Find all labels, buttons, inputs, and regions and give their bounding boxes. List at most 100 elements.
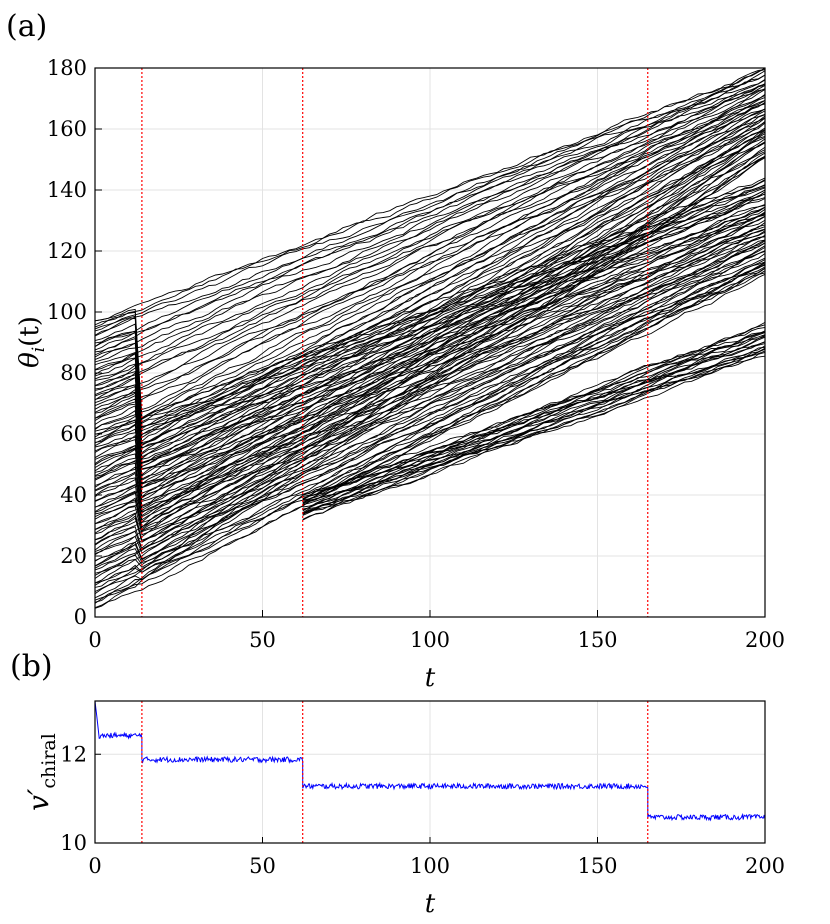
panel-a-trajectory	[94, 267, 766, 588]
panel-a-label: (a)	[6, 9, 47, 44]
panel-a-trajectory	[94, 89, 766, 397]
panel-a-trajectory	[94, 100, 766, 421]
panel-a-trajectory	[94, 121, 766, 502]
panel-a-trajectory	[94, 239, 766, 528]
panel-a-trajectory	[94, 198, 766, 450]
panel-a-trajectory	[94, 261, 766, 562]
panel-a-trajectory	[302, 322, 766, 495]
panel-a-trajectory	[94, 215, 766, 484]
panel-a-ylabel-main: θ	[15, 352, 45, 368]
panel-a-trajectories	[94, 67, 766, 609]
panel-a-ylabel-sub: i	[29, 347, 49, 352]
panel-b-series-line	[94, 700, 766, 822]
panel-a-ytick-label: 20	[60, 544, 87, 568]
panel-a-trajectory	[94, 228, 766, 507]
panel-a-trajectory	[94, 138, 766, 551]
panel-a-trajectory	[94, 69, 766, 332]
panel-a-trajectory	[94, 99, 766, 413]
panel-a-ytick-label: 0	[74, 605, 87, 629]
panel-b-ylabel: v′chiral	[22, 733, 60, 811]
panel-a-trajectory	[94, 110, 766, 472]
panel-b-ytick-label: 10	[60, 831, 87, 855]
panel-b-xtick-label: 0	[88, 854, 101, 878]
panel-a-trajectory	[94, 142, 766, 567]
panel-b-ylabel-sub: chiral	[38, 733, 60, 788]
panel-a-trajectory	[94, 214, 766, 480]
panel-a-xtick-label: 150	[577, 628, 617, 652]
panel-b-series	[94, 700, 766, 822]
panel-a-trajectory	[94, 189, 766, 446]
panel-a-trajectory	[94, 213, 766, 470]
panel-a-ytick-label: 100	[47, 300, 87, 324]
panel-a-transition-lines	[141, 68, 649, 617]
panel-a-xtick-label: 200	[745, 628, 785, 652]
panel-b-ylabel-main: v′	[22, 788, 55, 811]
panel-a-trajectory	[94, 141, 766, 556]
panel-a-trajectory	[94, 122, 766, 496]
panel-a-ytick-label: 60	[60, 422, 87, 446]
panel-a-trajectory	[94, 191, 766, 439]
panel-a-ytick-label: 160	[47, 117, 87, 141]
panel-b-xtick-label: 50	[249, 854, 276, 878]
panel-a-trajectory	[94, 74, 766, 347]
panel-a-trajectory	[94, 240, 766, 530]
panel-b-transition-lines	[141, 701, 649, 843]
panel-a-trajectory	[94, 97, 766, 419]
panel-a-trajectory	[302, 331, 766, 501]
panel-a-trajectory	[94, 236, 766, 521]
panel-a-trajectory	[94, 239, 766, 523]
panel-a-trajectory	[302, 347, 766, 514]
panel-a-trajectory	[94, 262, 766, 584]
panel-a: (a) 0 50 100 150 200 0 20 40 60 80 100 120 140 160 180…	[6, 9, 785, 693]
panel-a-trajectory	[94, 79, 766, 353]
panel-a-trajectory	[94, 95, 766, 401]
panel-a-trajectory	[94, 180, 766, 421]
panel-a-trajectory	[94, 206, 766, 468]
panel-b-ytick-label: 12	[60, 742, 87, 766]
panel-a-trajectory	[302, 343, 766, 511]
panel-b-label: (b)	[10, 649, 53, 684]
panel-a-trajectory	[94, 222, 766, 494]
panel-b-xlabel: t	[425, 889, 436, 919]
panel-a-trajectory	[94, 266, 766, 579]
panel-b-ticks: 0 50 100 150 200 10 12	[60, 742, 785, 878]
panel-a-trajectory	[94, 204, 766, 458]
panel-a-trajectory	[94, 114, 766, 466]
panel-a-trajectory	[94, 263, 766, 569]
panel-a-trajectory	[94, 242, 766, 531]
panel-a-trajectory	[94, 93, 766, 407]
panel-a-trajectory	[94, 234, 766, 514]
panel-a-trajectory	[302, 336, 766, 505]
panel-a-trajectory	[94, 184, 766, 428]
panel-a-trajectory	[94, 69, 766, 322]
panel-a-trajectory	[302, 341, 766, 508]
panel-a-ylabel-tail: (t)	[15, 316, 45, 347]
panel-a-trajectory	[94, 204, 766, 460]
panel-a-xlabel: t	[425, 663, 436, 693]
panel-a-trajectory	[94, 208, 766, 471]
panel-b-grid	[94, 701, 766, 844]
panel-a-trajectory	[94, 74, 766, 344]
panel-a-trajectory	[302, 341, 766, 512]
panel-a-trajectory	[94, 108, 766, 453]
panel-a-trajectory	[94, 257, 766, 553]
panel-a-trajectory	[94, 216, 766, 489]
panel-a-trajectory	[94, 88, 766, 381]
panel-a-trajectory	[302, 330, 766, 502]
panel-a-ylabel: θi(t)	[15, 316, 49, 368]
panel-a-trajectory	[94, 268, 766, 595]
panel-b-xtick-label: 100	[410, 854, 450, 878]
panel-b-xtick-label: 150	[577, 854, 617, 878]
panel-a-trajectory	[94, 108, 766, 444]
panel-a-trajectory	[94, 83, 766, 371]
panel-a-trajectory	[94, 85, 766, 387]
panel-a-ytick-label: 40	[60, 483, 87, 507]
panel-a-trajectory	[94, 177, 766, 420]
panel-a-ytick-label: 180	[47, 56, 87, 80]
panel-a-trajectory	[94, 103, 766, 432]
panel-a-ticks: 0 50 100 150 200 0 20 40 60 80 100 120 140 160 180	[47, 56, 785, 652]
panel-a-trajectory	[94, 67, 766, 328]
panel-a-trajectory	[94, 189, 766, 436]
panel-a-trajectory	[94, 250, 766, 543]
